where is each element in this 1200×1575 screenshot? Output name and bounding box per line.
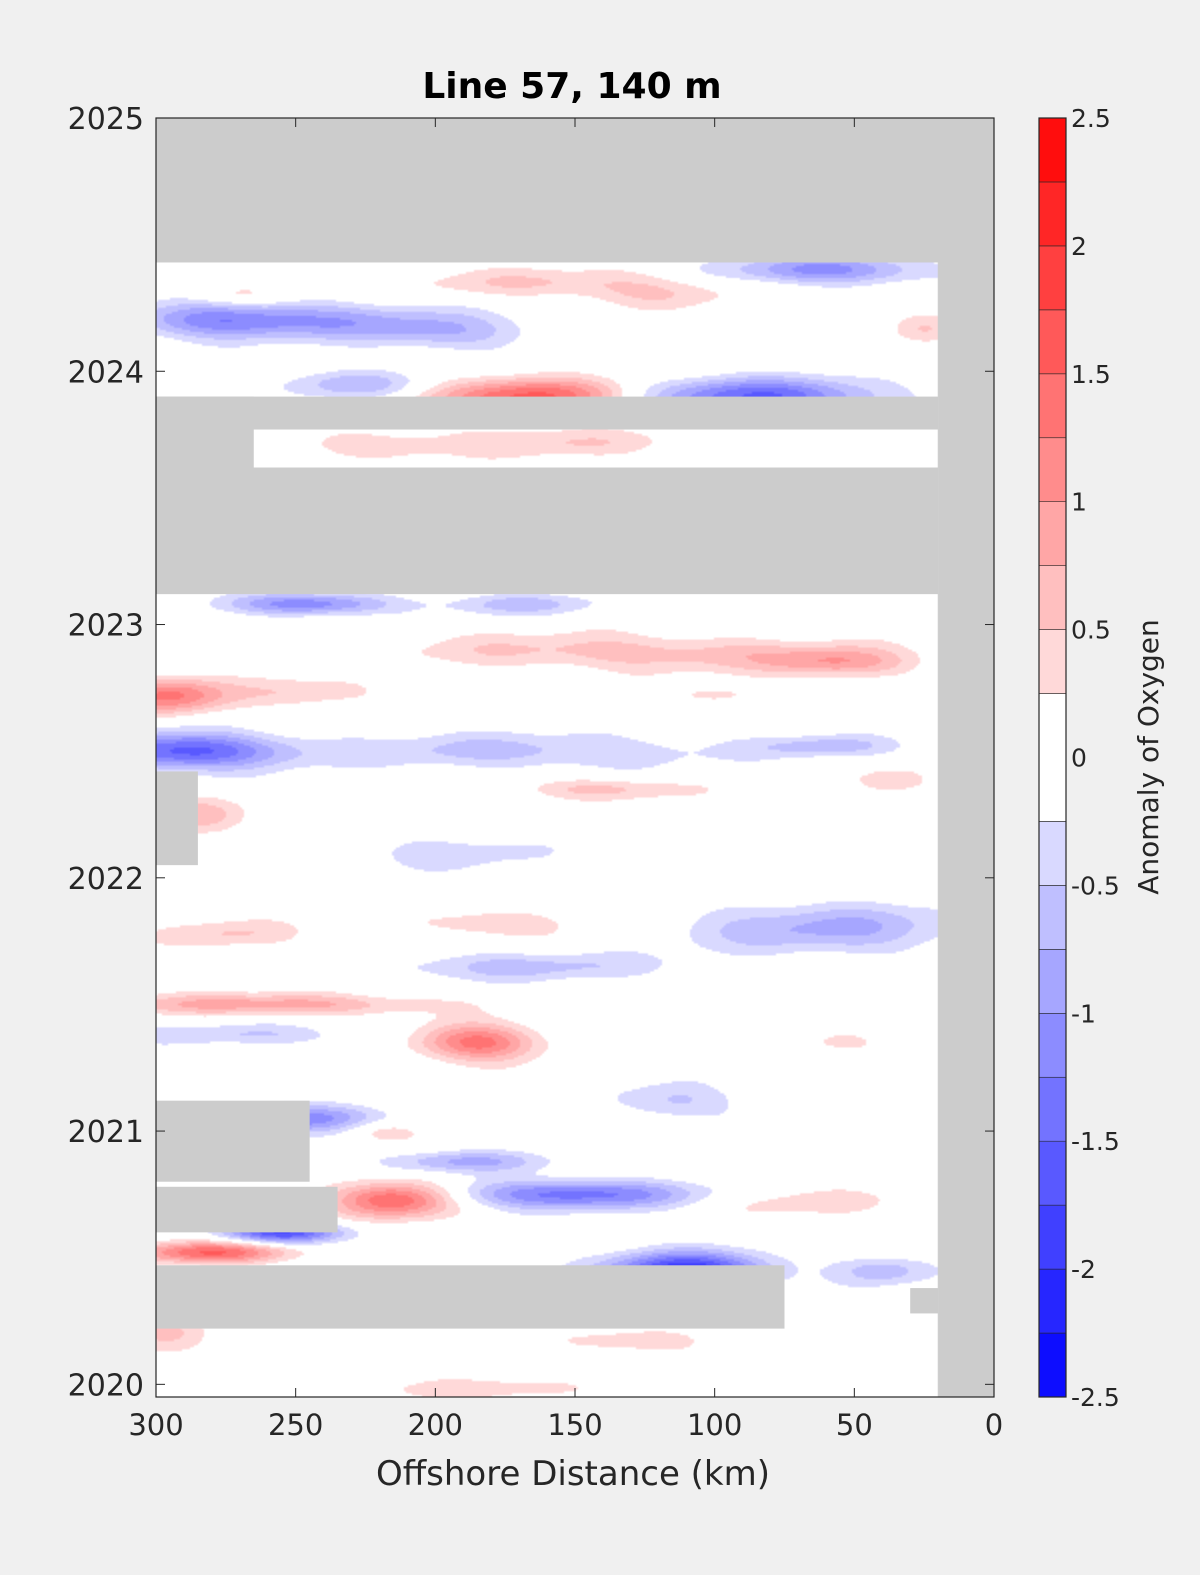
y-tick-label: 2025 bbox=[68, 102, 144, 137]
x-tick-label: 0 bbox=[985, 1408, 1003, 1442]
colorbar-blocks bbox=[1038, 117, 1067, 1398]
colorbar-block bbox=[1038, 1268, 1067, 1334]
missing-data-region bbox=[156, 771, 198, 866]
x-tick-label: 50 bbox=[836, 1408, 873, 1442]
missing-data-region bbox=[156, 1100, 310, 1182]
missing-data-region bbox=[156, 118, 994, 263]
colorbar-block bbox=[1038, 245, 1067, 311]
colorbar-block bbox=[1038, 1204, 1067, 1270]
colorbar-block bbox=[1038, 1012, 1067, 1078]
colorbar-ticks: -2.5 -2 -1.5 -1 -0.5 0 0.5 1 1.5 2 2.5 bbox=[1071, 104, 1120, 1412]
x-tick-label: 200 bbox=[408, 1408, 463, 1442]
colorbar-tick-label: 1.5 bbox=[1071, 360, 1111, 389]
y-tick-label: 2020 bbox=[68, 1368, 144, 1403]
missing-data-region bbox=[910, 1288, 939, 1314]
colorbar-block bbox=[1038, 373, 1067, 439]
colorbar-block bbox=[1038, 1076, 1067, 1142]
colorbar-block bbox=[1038, 501, 1067, 566]
missing-data-region bbox=[156, 1265, 785, 1329]
colorbar-tick-label: 2.5 bbox=[1071, 104, 1111, 133]
x-tick-label: 150 bbox=[547, 1408, 602, 1442]
colorbar-block bbox=[1038, 181, 1067, 247]
colorbar-block bbox=[1038, 885, 1067, 950]
colorbar-tick-label: 0.5 bbox=[1071, 616, 1111, 645]
colorbar-tick-label: -2.5 bbox=[1071, 1383, 1120, 1412]
colorbar-block bbox=[1038, 1140, 1067, 1206]
x-axis-label: Offshore Distance (km) bbox=[376, 1454, 770, 1494]
missing-data-region bbox=[156, 467, 939, 595]
y-tick-label: 2021 bbox=[68, 1115, 144, 1150]
colorbar-block bbox=[1038, 117, 1067, 183]
colorbar-tick-label: -0.5 bbox=[1071, 871, 1120, 900]
colorbar-label: Anomaly of Oxygen bbox=[1132, 619, 1165, 895]
y-tick-label: 2024 bbox=[68, 355, 144, 390]
colorbar-block bbox=[1038, 629, 1067, 694]
x-tick-label: 300 bbox=[128, 1408, 183, 1442]
colorbar-block bbox=[1038, 1332, 1067, 1398]
anomaly-heatmap bbox=[156, 118, 994, 1397]
y-tick-label: 2023 bbox=[68, 609, 144, 644]
x-tick-label: 100 bbox=[687, 1408, 742, 1442]
colorbar: -2.5 -2 -1.5 -1 -0.5 0 0.5 1 1.5 2 2.5 Anomaly of … bbox=[1038, 104, 1165, 1412]
colorbar-block bbox=[1038, 949, 1067, 1014]
colorbar-tick-label: -2 bbox=[1071, 1255, 1096, 1284]
missing-data-region bbox=[156, 1186, 338, 1233]
x-axis: 300 250 200 150 100 50 0 bbox=[128, 118, 1003, 1442]
y-tick-label: 2022 bbox=[68, 862, 144, 897]
missing-data-region bbox=[156, 396, 939, 430]
chart-title: Line 57, 140 m bbox=[422, 66, 721, 107]
plot-area: 300 250 200 150 100 50 0 202020212022202320242… bbox=[68, 102, 1004, 1442]
missing-data-layer bbox=[156, 118, 994, 1397]
colorbar-tick-label: 2 bbox=[1071, 232, 1087, 261]
colorbar-block bbox=[1038, 821, 1067, 886]
colorbar-tick-label: 1 bbox=[1071, 488, 1087, 517]
y-axis: 2020 2021 2022 2023 2024 2025 bbox=[68, 102, 994, 1403]
colorbar-block bbox=[1038, 565, 1067, 630]
colorbar-tick-label: -1 bbox=[1071, 999, 1096, 1028]
colorbar-tick-label: -1.5 bbox=[1071, 1127, 1120, 1156]
colorbar-block bbox=[1038, 309, 1067, 375]
colorbar-frame bbox=[1038, 117, 1067, 1398]
missing-data-region bbox=[938, 118, 994, 1397]
x-tick-label: 250 bbox=[268, 1408, 323, 1442]
colorbar-block bbox=[1038, 693, 1067, 822]
colorbar-tick-label: 0 bbox=[1071, 744, 1087, 773]
colorbar-block bbox=[1038, 437, 1067, 503]
